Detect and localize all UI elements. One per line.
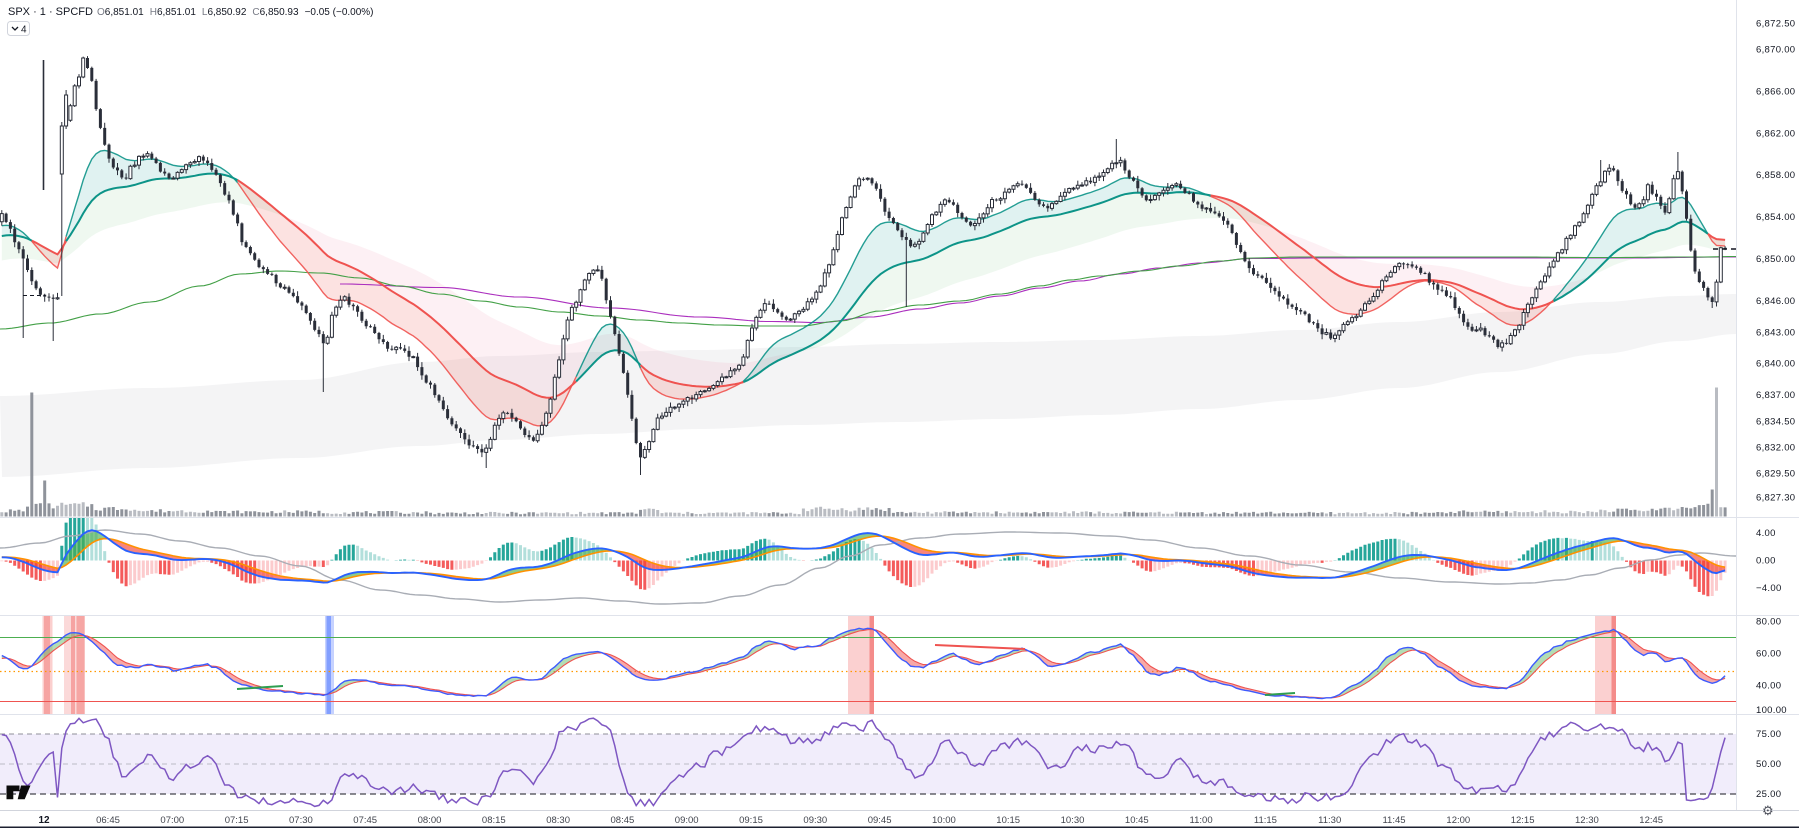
svg-text:6,827.30: 6,827.30 <box>1756 493 1795 504</box>
svg-text:−4.00: −4.00 <box>1756 583 1782 594</box>
svg-text:6,837.00: 6,837.00 <box>1756 390 1795 401</box>
svg-text:6,834.50: 6,834.50 <box>1756 416 1795 427</box>
svg-text:08:30: 08:30 <box>546 815 570 826</box>
svg-text:07:30: 07:30 <box>289 815 313 826</box>
svg-text:25.00: 25.00 <box>1756 789 1781 800</box>
svg-text:6,850.00: 6,850.00 <box>1756 254 1795 265</box>
svg-text:10:00: 10:00 <box>932 815 956 826</box>
svg-text:4: 4 <box>21 25 27 36</box>
svg-text:10:15: 10:15 <box>996 815 1020 826</box>
svg-text:0.00: 0.00 <box>1756 556 1776 567</box>
svg-text:08:00: 08:00 <box>418 815 442 826</box>
svg-text:6,843.00: 6,843.00 <box>1756 327 1795 338</box>
svg-text:08:45: 08:45 <box>611 815 635 826</box>
svg-text:07:45: 07:45 <box>353 815 377 826</box>
svg-text:10:45: 10:45 <box>1125 815 1149 826</box>
svg-text:6,858.00: 6,858.00 <box>1756 170 1795 181</box>
svg-text:12:15: 12:15 <box>1511 815 1535 826</box>
svg-text:11:15: 11:15 <box>1254 815 1277 826</box>
svg-text:08:15: 08:15 <box>482 815 506 826</box>
svg-text:100.00: 100.00 <box>1756 705 1787 716</box>
svg-text:06:45: 06:45 <box>96 815 120 826</box>
svg-text:60.00: 60.00 <box>1756 649 1781 660</box>
svg-text:50.00: 50.00 <box>1756 759 1781 770</box>
svg-text:4.00: 4.00 <box>1756 528 1776 539</box>
svg-text:11:30: 11:30 <box>1318 815 1341 826</box>
svg-text:80.00: 80.00 <box>1756 616 1781 627</box>
svg-text:09:30: 09:30 <box>803 815 827 826</box>
svg-text:09:00: 09:00 <box>675 815 699 826</box>
svg-text:09:15: 09:15 <box>739 815 763 826</box>
svg-text:6,840.00: 6,840.00 <box>1756 359 1795 370</box>
svg-text:6,854.00: 6,854.00 <box>1756 212 1795 223</box>
svg-text:10:30: 10:30 <box>1061 815 1085 826</box>
svg-text:07:00: 07:00 <box>160 815 184 826</box>
svg-text:SPX · 1 · SPCFD: SPX · 1 · SPCFD <box>8 6 93 18</box>
svg-text:40.00: 40.00 <box>1756 681 1781 692</box>
svg-text:6,832.00: 6,832.00 <box>1756 443 1795 454</box>
svg-text:12:30: 12:30 <box>1575 815 1599 826</box>
svg-text:6,846.00: 6,846.00 <box>1756 296 1795 307</box>
svg-text:09:45: 09:45 <box>868 815 892 826</box>
svg-text:11:45: 11:45 <box>1382 815 1405 826</box>
svg-text:6,872.50: 6,872.50 <box>1756 18 1795 29</box>
svg-text:11:00: 11:00 <box>1190 815 1213 826</box>
svg-text:6,862.00: 6,862.00 <box>1756 128 1795 139</box>
svg-text:12: 12 <box>38 815 50 826</box>
svg-text:6,829.50: 6,829.50 <box>1756 469 1795 480</box>
svg-text:⚙: ⚙ <box>1762 803 1774 818</box>
svg-text:07:15: 07:15 <box>225 815 249 826</box>
svg-text:6,866.00: 6,866.00 <box>1756 87 1795 98</box>
svg-text:12:45: 12:45 <box>1639 815 1663 826</box>
svg-text:12:00: 12:00 <box>1446 815 1470 826</box>
svg-text:6,870.00: 6,870.00 <box>1756 45 1795 56</box>
svg-text:75.00: 75.00 <box>1756 729 1781 740</box>
